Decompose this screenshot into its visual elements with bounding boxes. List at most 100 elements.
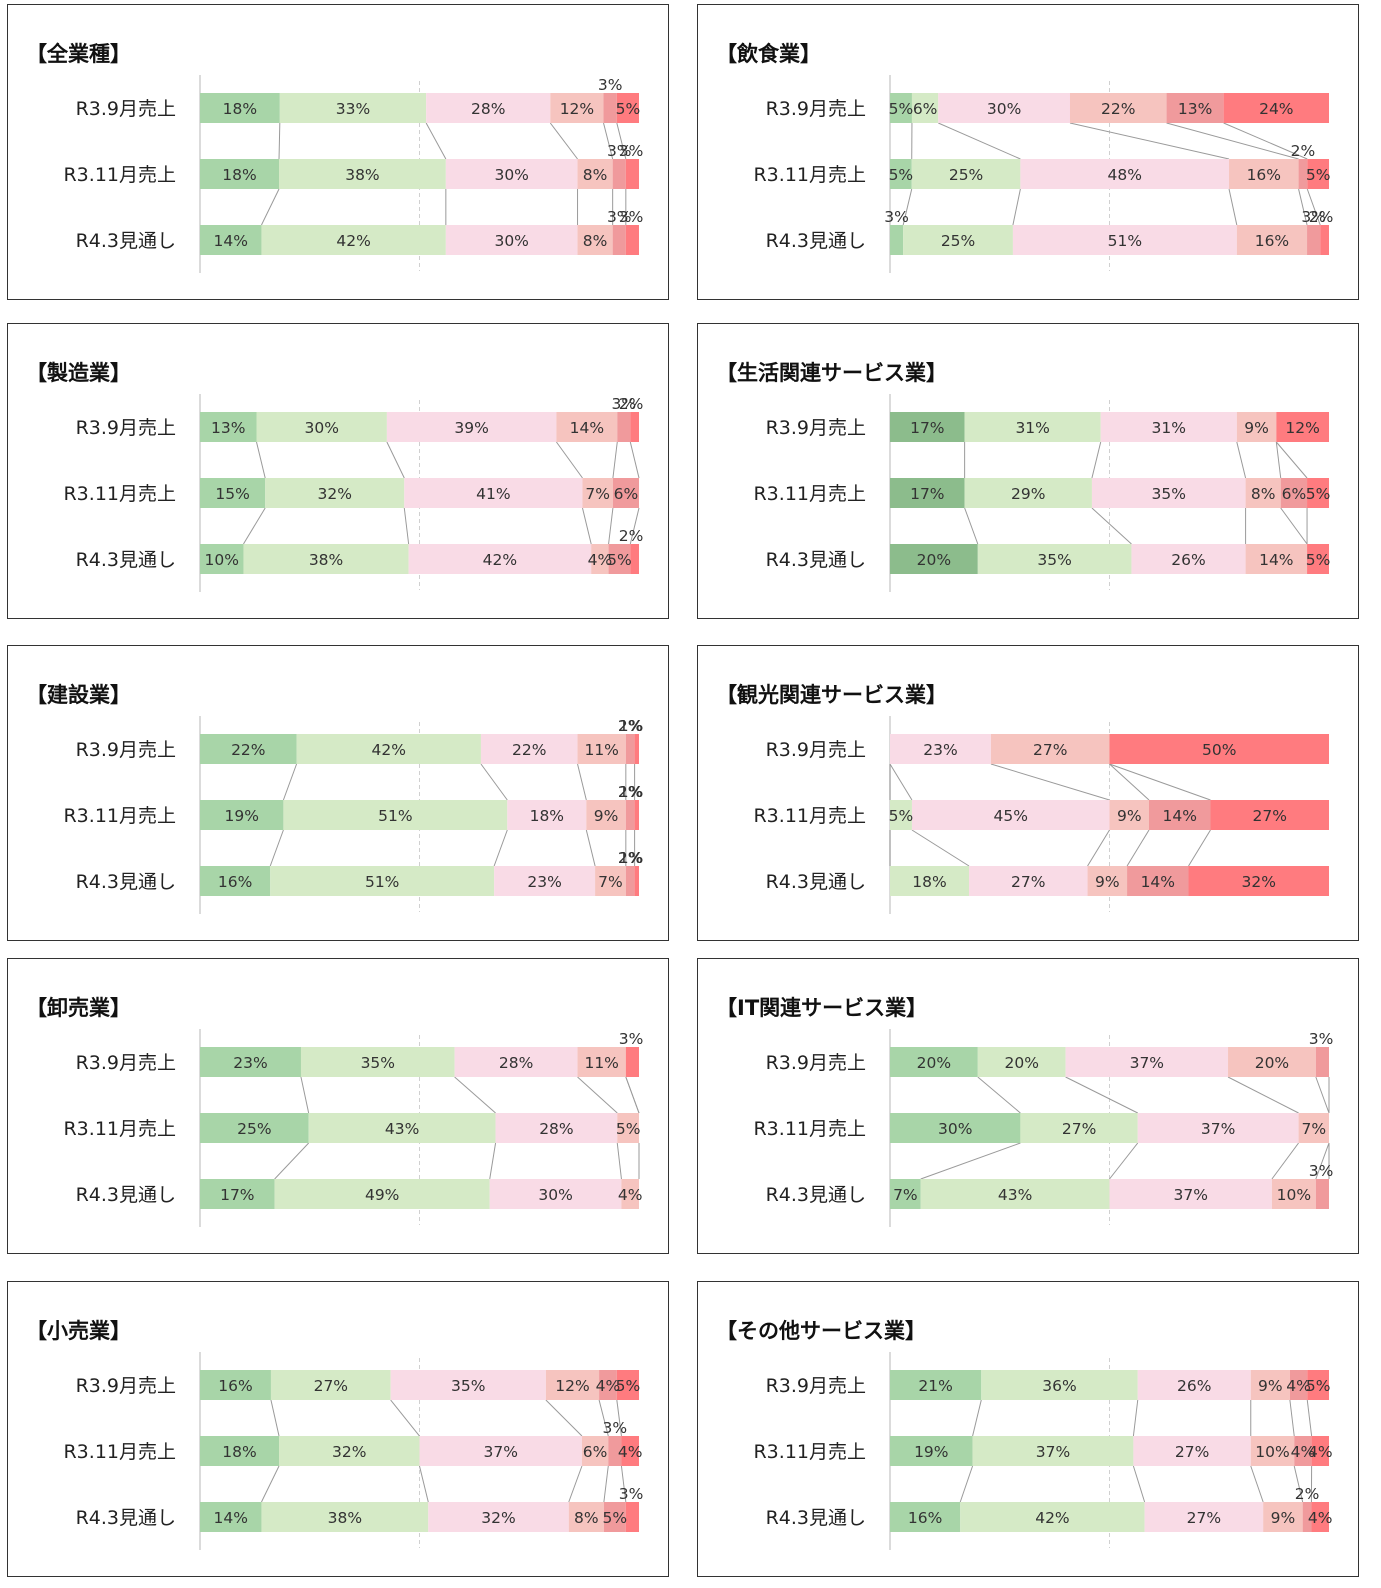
data-label: 5%	[889, 807, 914, 825]
bar-segment	[977, 544, 1132, 574]
bar-segment	[990, 734, 1110, 764]
bar-segment	[625, 866, 635, 896]
data-label: 41%	[476, 485, 510, 503]
connector-line	[1126, 829, 1150, 867]
data-label: 30%	[987, 100, 1021, 118]
data-label: 14%	[214, 232, 248, 250]
data-label: 14%	[1141, 873, 1175, 891]
bar-segment	[920, 1179, 1110, 1209]
data-label: 27%	[1187, 1509, 1221, 1527]
bar-segment	[1280, 478, 1308, 508]
bar-segment	[911, 93, 939, 123]
stacked-bar-chart: 【生活関連サービス業】 R3.9月売上 17% 31% 31% 9% 12% R3.11月売上…	[716, 361, 1330, 592]
data-label: 48%	[1107, 166, 1141, 184]
data-label: 4%	[618, 1443, 643, 1461]
data-label: 45%	[993, 807, 1027, 825]
connector-line	[902, 188, 913, 226]
data-label: 25%	[237, 1120, 271, 1138]
connector-line	[889, 763, 913, 801]
stacked-bar-chart: 【その他サービス業】R3.9月売上 21% 36% 26% 9% 4%5%R3.11月売上…	[716, 1319, 1333, 1550]
connector-line	[256, 441, 266, 479]
bars	[200, 412, 639, 574]
connector-line	[1271, 1142, 1299, 1180]
bar-segment	[296, 734, 481, 764]
data-label: 51%	[365, 873, 399, 891]
data-label: 37%	[1173, 1186, 1207, 1204]
data-label: 2%	[1291, 142, 1316, 160]
data-label: 2%	[1309, 208, 1334, 226]
data-label: 5%	[603, 1509, 628, 1527]
bar-segment	[577, 225, 613, 255]
connector-line	[1109, 1142, 1139, 1180]
chart-title: 【卸売業】	[26, 996, 131, 1020]
connector-line	[598, 1399, 609, 1437]
bars	[890, 412, 1329, 574]
connector-line	[1227, 1076, 1299, 1114]
category-label: R4.3見通し	[76, 549, 176, 571]
bar-segment	[890, 800, 912, 830]
bar-segment	[1307, 225, 1321, 255]
bar-segment	[1289, 1370, 1308, 1400]
category-label: R3.11月売上	[753, 164, 866, 186]
data-label: 38%	[345, 166, 379, 184]
connector-line	[1012, 188, 1021, 226]
data-label: 26%	[1177, 1377, 1211, 1395]
data-label: 20%	[1004, 1054, 1038, 1072]
data-label: 26%	[1171, 551, 1205, 569]
category-label: R3.9月売上	[766, 98, 866, 120]
bar-segment	[621, 1179, 639, 1209]
data-label: 3%	[619, 208, 644, 226]
category-label: R3.11月売上	[63, 483, 176, 505]
series-connector-lines	[243, 441, 640, 545]
bar-segment	[1294, 1436, 1312, 1466]
bar-segment	[200, 93, 280, 123]
data-label: 7%	[598, 873, 623, 891]
data-label: 5%	[889, 166, 914, 184]
connector-line	[261, 1465, 280, 1503]
connector-line	[920, 1142, 1021, 1180]
chart-title: 【小売業】	[26, 1319, 131, 1343]
connector-line	[403, 507, 410, 545]
connector-line	[419, 1465, 429, 1503]
connector-line	[577, 1076, 618, 1114]
data-label: 3%	[607, 208, 632, 226]
data-label: 3%	[619, 142, 644, 160]
data-label: 27%	[1253, 807, 1287, 825]
data-label: 20%	[917, 551, 951, 569]
bar-segment	[454, 1047, 578, 1077]
bar-segment	[261, 1502, 429, 1532]
bar-segment	[582, 478, 613, 508]
stacked-bar-chart: 【観光関連サービス業】 R3.9月売上 23% 27% 50% R3.11月売上 5% 45%…	[716, 683, 1329, 914]
bar-segment	[1131, 544, 1246, 574]
category-label: R4.3見通し	[766, 1507, 866, 1529]
data-label: 14%	[1163, 807, 1197, 825]
connector-line	[1315, 1076, 1330, 1114]
bar-segment	[308, 1113, 496, 1143]
bar-segment	[274, 1179, 490, 1209]
bar-segment	[890, 159, 912, 189]
connector-line	[616, 122, 627, 160]
bar-segment	[200, 544, 244, 574]
bar-segment	[1263, 1502, 1303, 1532]
bar-segment	[972, 1436, 1134, 1466]
data-label: 30%	[538, 1186, 572, 1204]
data-label: 17%	[910, 419, 944, 437]
data-label: 4%	[1308, 1509, 1333, 1527]
connector-line	[1223, 122, 1308, 160]
data-label: 38%	[309, 551, 343, 569]
category-label: R3.11月売上	[63, 805, 176, 827]
bar-segment	[1250, 1370, 1290, 1400]
data-label: 4%	[596, 1377, 621, 1395]
data-label: 2%	[618, 717, 643, 735]
connector-line	[300, 1076, 310, 1114]
bar-segment	[621, 1436, 639, 1466]
data-label: 12%	[560, 100, 594, 118]
data-label: 2%	[618, 783, 643, 801]
connector-line	[1091, 507, 1132, 545]
bar-segment	[890, 1436, 973, 1466]
data-label: 7%	[585, 485, 610, 503]
connector-line	[585, 829, 596, 867]
data-label: 3%	[884, 208, 909, 226]
data-label: 9%	[1244, 419, 1269, 437]
data-label: 35%	[1037, 551, 1071, 569]
